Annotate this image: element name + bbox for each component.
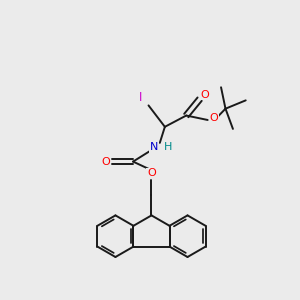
Text: O: O xyxy=(101,157,110,166)
Text: O: O xyxy=(210,113,219,124)
Text: H: H xyxy=(164,142,172,152)
Text: N: N xyxy=(150,142,159,152)
Text: O: O xyxy=(201,90,209,100)
Text: O: O xyxy=(147,169,156,178)
Text: I: I xyxy=(139,91,142,103)
